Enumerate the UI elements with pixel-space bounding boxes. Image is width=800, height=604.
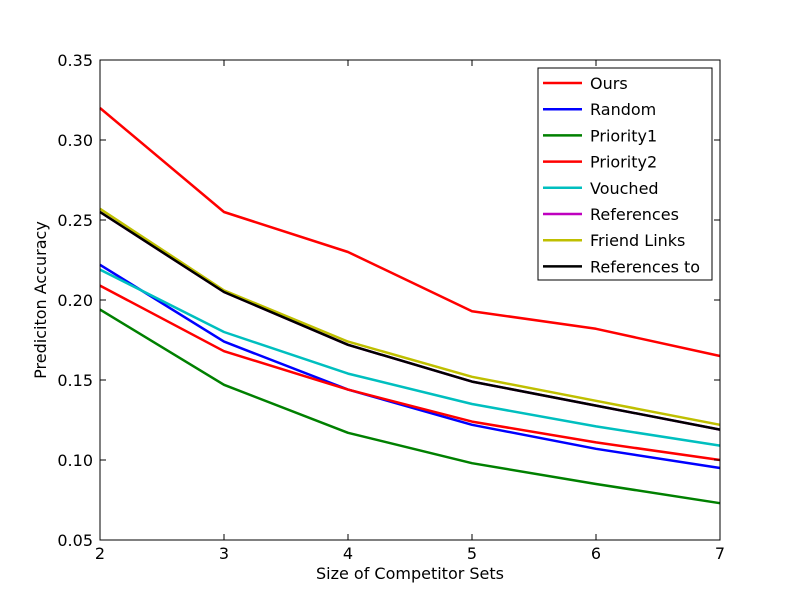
y-tick-label: 0.05 (57, 531, 93, 550)
series-line-vouched (99, 268, 721, 447)
x-tick-label: 5 (467, 544, 477, 563)
series-line-references-to (99, 210, 721, 431)
y-tick-label: 0.25 (57, 211, 93, 230)
x-axis-label: Size of Competitor Sets (316, 564, 504, 583)
legend-label: Ours (590, 74, 628, 93)
y-tick-label: 0.15 (57, 371, 93, 390)
series-line-random (99, 263, 721, 470)
y-tick-label: 0.35 (57, 51, 93, 70)
legend-label: References to (590, 257, 700, 276)
x-tick-label: 3 (219, 544, 229, 563)
x-tick-label: 2 (95, 544, 105, 563)
y-tick-label: 0.20 (57, 291, 93, 310)
legend-label: Friend Links (590, 231, 685, 250)
series-line-priority2 (99, 284, 721, 462)
x-tick-label: 6 (591, 544, 601, 563)
legend-label: Priority2 (590, 153, 657, 172)
legend-items: Ours Random Priority1 Priority2 Vouched Refer… (543, 74, 700, 276)
series-line-priority1 (99, 308, 721, 505)
series-line-ours (99, 107, 721, 358)
tick-layer: 2 3 4 5 6 7 0.05 0.10 0.15 0.20 0.25 0.30 0.35 (57, 51, 725, 563)
legend-label: References (590, 205, 679, 224)
legend-label: Random (590, 100, 656, 119)
legend-label: Vouched (590, 179, 659, 198)
legend-label: Priority1 (590, 126, 657, 145)
legend: Ours Random Priority1 Priority2 Vouched Refer… (537, 67, 713, 281)
x-tick-label: 4 (343, 544, 353, 563)
y-tick-label: 0.30 (57, 131, 93, 150)
legend-frame (537, 67, 713, 281)
series-layer (99, 107, 721, 505)
y-axis-label: Prediciton Accuracy (31, 221, 50, 379)
y-tick-label: 0.10 (57, 451, 93, 470)
x-tick-label: 7 (715, 544, 725, 563)
series-line-friend-links (99, 207, 721, 427)
